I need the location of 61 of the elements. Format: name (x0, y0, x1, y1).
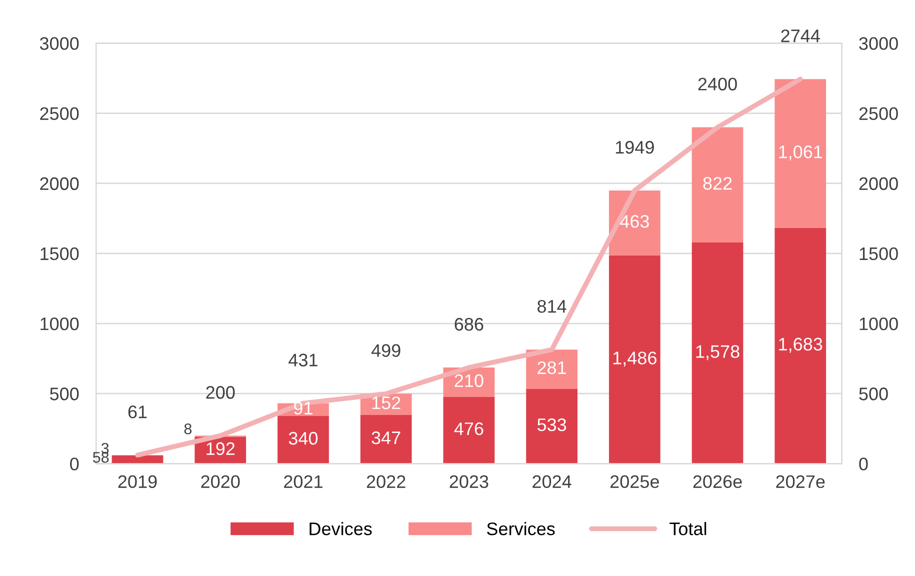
x-tick-label: 2021 (284, 475, 322, 488)
data-label: 281 (538, 361, 566, 374)
data-label: 1949 (616, 140, 654, 154)
x-tick-label: 2027e (776, 475, 825, 488)
y-tick-label: 3000 (40, 37, 79, 50)
x-tick-label: 2026e (693, 475, 742, 488)
bar (692, 127, 744, 243)
y-tick-label: 0 (70, 458, 79, 470)
bar (774, 79, 826, 228)
y-tick-label: 2000 (40, 177, 79, 190)
data-label: 463 (620, 215, 649, 228)
data-label: 58 (92, 452, 109, 463)
legend-label: Total (670, 522, 706, 536)
data-label: 476 (454, 422, 484, 436)
data-label: 8 (184, 423, 192, 434)
bar (526, 388, 578, 464)
bar (360, 415, 412, 464)
x-tick-label: 2025e (610, 475, 659, 488)
data-label: 1,683 (779, 338, 822, 353)
y2-tick-label: 2500 (859, 107, 898, 120)
data-label: 499 (371, 344, 400, 357)
bar (774, 228, 826, 464)
legend-label: Services (487, 522, 555, 536)
y2-tick-label: 3000 (859, 37, 898, 50)
data-label: 2744 (781, 29, 820, 42)
data-label: 91 (294, 402, 312, 414)
data-label: 210 (454, 374, 484, 388)
x-tick-label: 2024 (532, 475, 572, 488)
data-label: 347 (372, 431, 400, 444)
x-tick-label: 2023 (450, 475, 488, 488)
bar (608, 255, 660, 464)
bar (692, 242, 744, 464)
y2-tick-label: 1000 (860, 317, 898, 330)
x-tick-label: 2020 (201, 475, 240, 488)
y-tick-label: 1500 (40, 247, 79, 260)
y2-tick-label: 2000 (859, 177, 898, 190)
data-label: 1,061 (779, 145, 822, 160)
x-tick-label: 2022 (366, 475, 406, 488)
legend-label: Devices (310, 522, 372, 536)
data-label: 152 (372, 396, 400, 410)
data-label: 822 (703, 176, 732, 190)
y2-tick-label: 0 (859, 458, 868, 470)
data-label: 686 (454, 318, 484, 331)
data-label: 533 (537, 418, 566, 432)
data-label: 1,486 (613, 352, 656, 367)
data-label: 431 (288, 354, 318, 366)
bar (443, 396, 495, 464)
data-label: 340 (288, 432, 318, 445)
data-label: 1,578 (696, 345, 740, 360)
data-label: 200 (206, 386, 235, 399)
y-tick-label: 1000 (40, 317, 79, 330)
y2-tick-label: 500 (859, 388, 888, 400)
data-label: 814 (538, 300, 566, 313)
data-label: 61 (128, 406, 147, 418)
y-tick-label: 500 (50, 388, 79, 400)
bar (278, 416, 329, 464)
y-tick-label: 2500 (40, 107, 79, 120)
data-label: 2400 (698, 78, 737, 90)
data-label: 192 (206, 442, 235, 456)
y2-tick-label: 1500 (860, 247, 898, 260)
x-tick-label: 2019 (118, 475, 157, 488)
